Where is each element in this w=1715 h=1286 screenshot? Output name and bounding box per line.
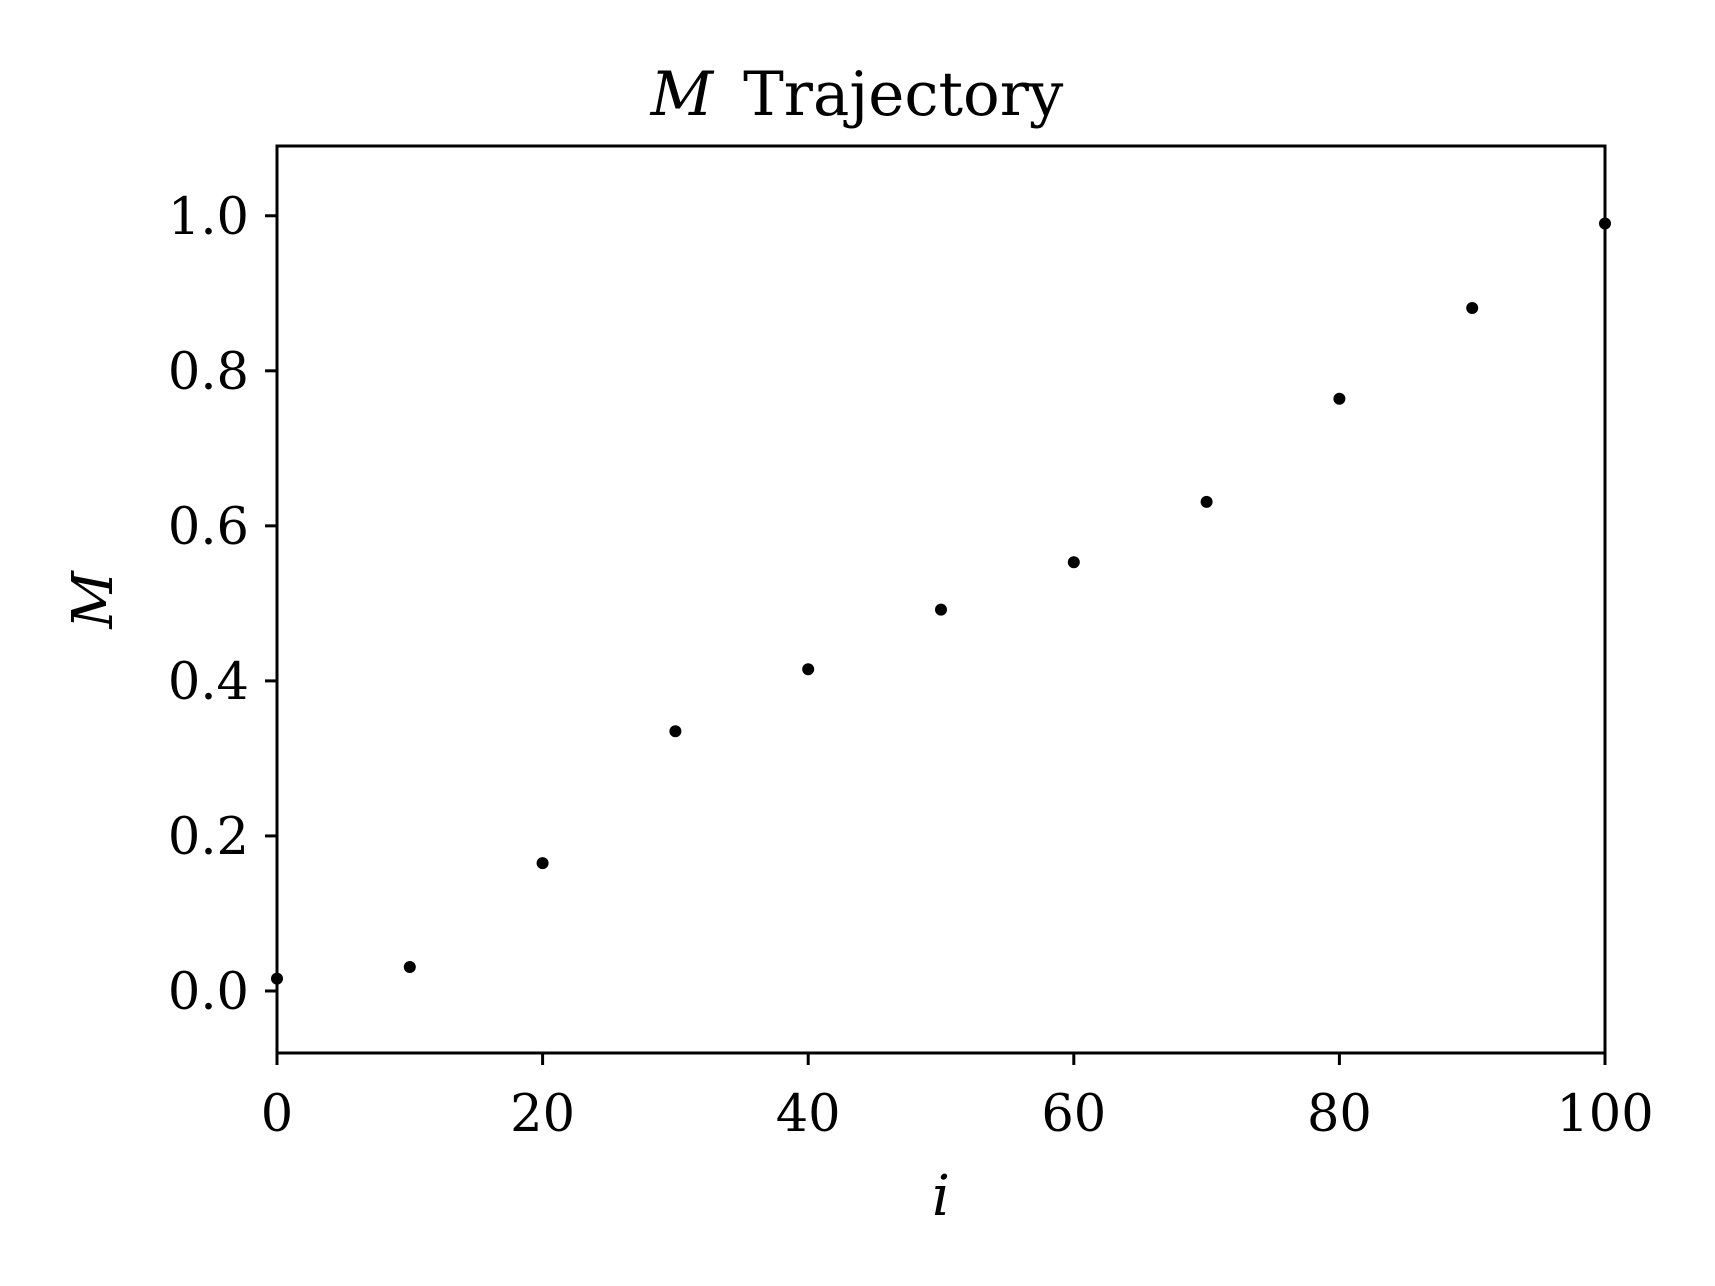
data-point bbox=[1466, 302, 1479, 315]
y-tick-label: 0.2 bbox=[168, 808, 249, 867]
x-axis-label: i bbox=[932, 1164, 950, 1229]
axes-frame bbox=[275, 144, 1607, 1055]
y-axis-label: M bbox=[61, 570, 126, 630]
chart-title: M Trajectory bbox=[650, 59, 1064, 130]
x-tick-label: 60 bbox=[1041, 1085, 1106, 1144]
y-tick-label: 0.0 bbox=[168, 963, 249, 1022]
x-tick-label: 100 bbox=[1556, 1085, 1653, 1144]
data-point bbox=[1200, 495, 1213, 508]
data-point bbox=[536, 857, 549, 870]
x-axis: 0 20 40 60 80 100 bbox=[261, 1053, 1654, 1144]
data-point bbox=[935, 603, 947, 616]
x-tick-label: 0 bbox=[261, 1085, 293, 1144]
y-tick-label: 0.6 bbox=[168, 498, 249, 557]
y-tick-label: 1.0 bbox=[168, 188, 249, 247]
x-tick-label: 40 bbox=[776, 1085, 841, 1144]
y-tick-label: 0.8 bbox=[168, 343, 249, 402]
chart-title-text: Trajectory bbox=[743, 59, 1064, 130]
data-points bbox=[271, 217, 1611, 985]
data-point bbox=[1067, 556, 1080, 569]
y-axis: 0.0 0.2 0.4 0.6 0.8 1.0 bbox=[168, 188, 277, 1022]
data-point bbox=[669, 725, 682, 738]
data-point bbox=[1333, 392, 1346, 405]
data-point bbox=[403, 960, 416, 973]
x-tick-label: 20 bbox=[510, 1085, 575, 1144]
x-tick-label: 80 bbox=[1307, 1085, 1372, 1144]
data-point bbox=[802, 663, 815, 676]
chart-title-symbol: M bbox=[650, 59, 715, 130]
y-tick-label: 0.4 bbox=[168, 653, 249, 712]
